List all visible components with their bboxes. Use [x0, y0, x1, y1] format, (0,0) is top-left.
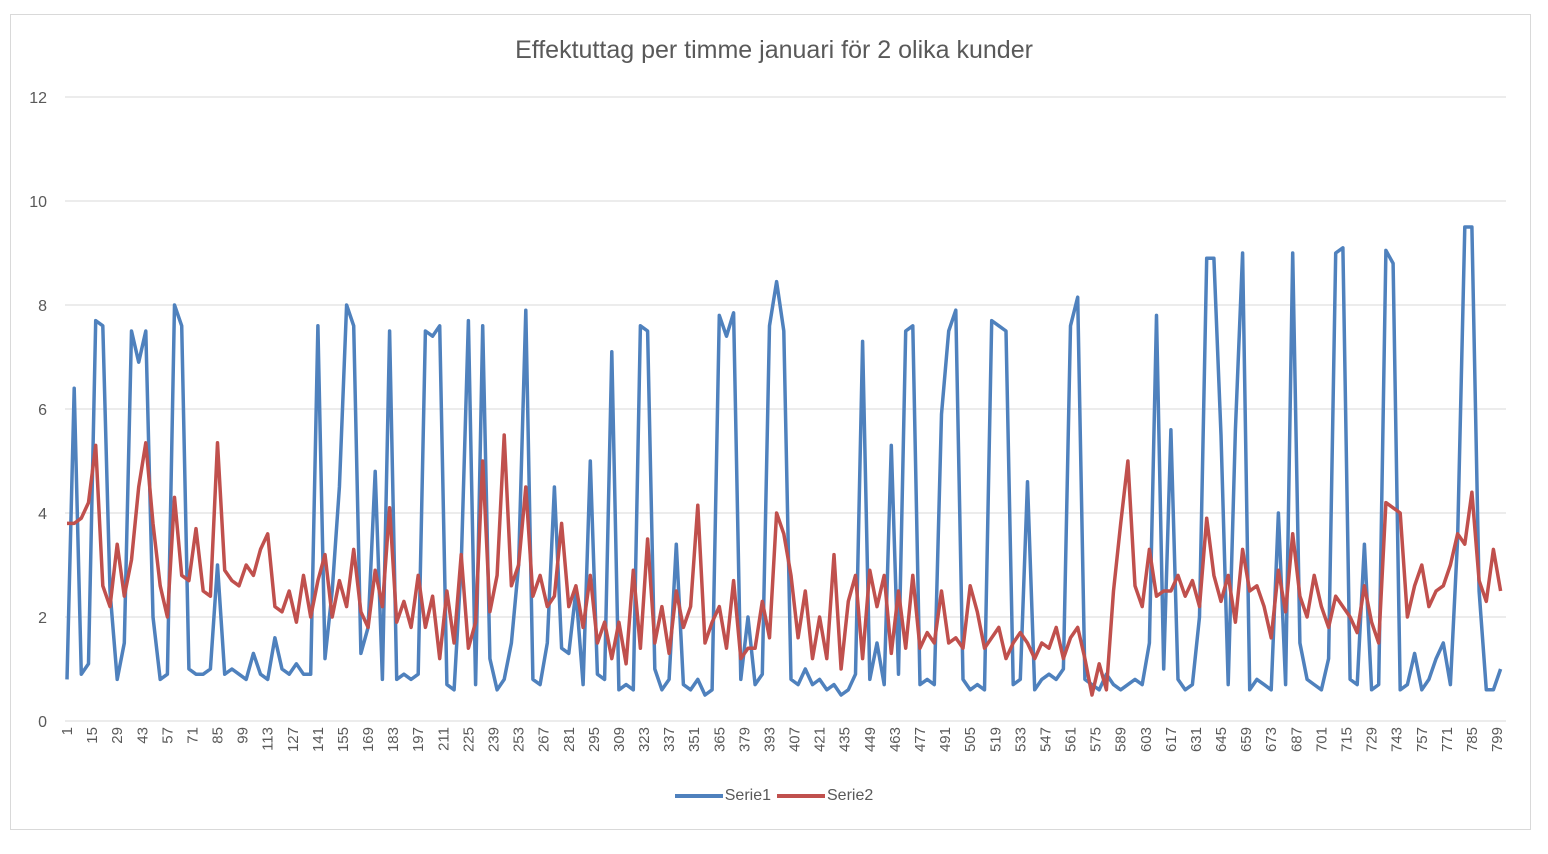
y-tick-label: 12 [29, 90, 47, 107]
x-tick-label: 421 [812, 727, 829, 752]
x-tick-label: 617 [1163, 727, 1180, 752]
x-tick-label: 127 [285, 727, 302, 752]
y-tick-label: 10 [29, 194, 47, 211]
x-tick-label: 295 [586, 727, 603, 752]
x-tick-label: 463 [887, 727, 904, 752]
x-tick-label: 407 [787, 727, 804, 752]
x-tick-label: 603 [1138, 727, 1155, 752]
x-tick-label: 169 [360, 727, 377, 752]
x-tick-label: 785 [1464, 727, 1481, 752]
x-tick-label: 701 [1313, 727, 1330, 752]
legend-item-serie2: Serie2 [777, 787, 873, 805]
x-tick-label: 435 [837, 727, 854, 752]
x-tick-label: 491 [937, 727, 954, 752]
x-tick-label: 673 [1263, 727, 1280, 752]
x-tick-label: 799 [1489, 727, 1506, 752]
x-tick-label: 547 [1037, 727, 1054, 752]
x-tick-label: 323 [636, 727, 653, 752]
x-tick-label: 365 [711, 727, 728, 752]
x-tick-label: 519 [987, 727, 1004, 752]
x-tick-label: 239 [485, 727, 502, 752]
x-tick-label: 29 [109, 727, 126, 744]
x-tick-label: 57 [159, 727, 176, 744]
x-tick-label: 99 [235, 727, 252, 744]
x-tick-label: 281 [561, 727, 578, 752]
legend-swatch-serie1 [674, 794, 723, 798]
x-tick-label: 589 [1113, 727, 1130, 752]
x-tick-label: 85 [210, 727, 227, 744]
x-tick-label: 113 [260, 727, 277, 751]
x-tick-label: 631 [1188, 727, 1205, 752]
series-line-serie2 [67, 433, 1503, 697]
x-tick-label: 561 [1063, 727, 1080, 752]
series-line-serie1 [65, 225, 1503, 697]
legend-label-serie1: Serie1 [724, 787, 771, 804]
legend-item-serie1: Serie1 [674, 787, 771, 805]
x-tick-label: 15 [84, 727, 101, 744]
x-tick-label: 575 [1088, 727, 1105, 752]
x-tick-label: 729 [1364, 727, 1381, 752]
x-tick-label: 253 [511, 727, 528, 752]
x-tick-label: 757 [1414, 727, 1431, 752]
x-tick-label: 337 [661, 727, 678, 752]
x-tick-label: 659 [1238, 727, 1255, 752]
x-tick-label: 211 [435, 727, 452, 751]
x-tick-label: 155 [335, 727, 352, 752]
x-tick-label: 1 [59, 727, 76, 735]
x-tick-label: 743 [1389, 727, 1406, 752]
x-tick-label: 43 [134, 727, 151, 744]
chart-title: Effektuttag per timme januari för 2 olik… [515, 36, 1033, 64]
y-tick-label: 2 [38, 610, 47, 627]
x-tick-label: 71 [184, 727, 201, 744]
x-tick-label: 505 [962, 727, 979, 752]
legend-swatch-serie2 [777, 794, 825, 798]
x-tick-label: 645 [1213, 727, 1230, 752]
legend: Serie1 Serie2 [0, 787, 1548, 805]
x-tick-label: 687 [1288, 727, 1305, 752]
y-tick-label: 6 [38, 402, 47, 419]
x-tick-label: 141 [310, 727, 327, 752]
legend-label-serie2: Serie2 [827, 787, 874, 804]
x-tick-label: 351 [686, 727, 703, 752]
x-tick-label: 225 [460, 727, 477, 752]
x-tick-label: 183 [385, 727, 402, 752]
x-tick-label: 533 [1012, 727, 1029, 752]
x-tick-label: 267 [536, 727, 553, 752]
chart-frame [10, 14, 1531, 830]
x-tick-label: 393 [761, 727, 778, 752]
x-tick-label: 449 [862, 727, 879, 752]
x-tick-label: 379 [736, 727, 753, 752]
x-tick-label: 477 [912, 727, 929, 752]
x-tick-label: 771 [1439, 727, 1456, 752]
y-tick-label: 8 [38, 298, 47, 315]
x-tick-label: 197 [410, 727, 427, 752]
x-tick-label: 309 [611, 727, 628, 752]
y-tick-label: 0 [38, 714, 47, 731]
x-tick-label: 715 [1338, 727, 1355, 752]
y-tick-label: 4 [38, 506, 47, 523]
